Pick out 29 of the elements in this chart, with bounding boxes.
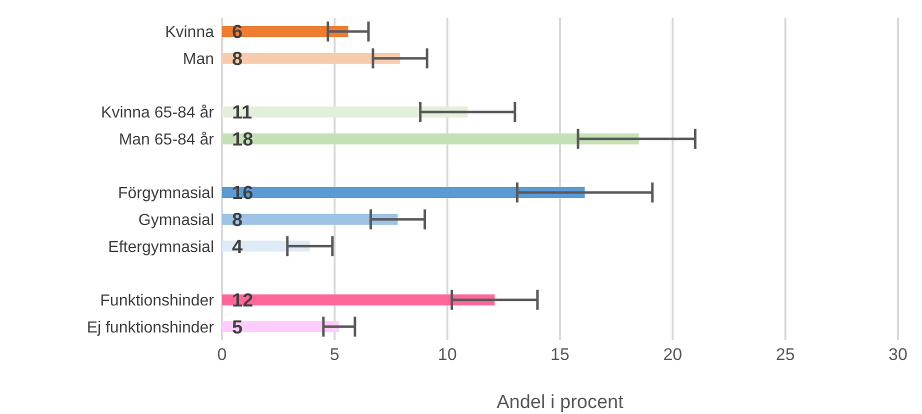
y-tick-label: Förgymnasial (118, 185, 214, 202)
x-tick-label: 20 (663, 345, 682, 364)
x-tick-label: 5 (330, 345, 340, 364)
data-label: 8 (232, 49, 243, 70)
x-tick-label: 10 (438, 345, 457, 364)
bar (222, 214, 398, 225)
y-tick-label: Eftergymnasial (108, 238, 214, 256)
y-tick-label: Man (182, 50, 214, 68)
bar (222, 133, 639, 144)
bar (222, 187, 585, 198)
y-tick-label: Kvinna (165, 24, 214, 42)
bar (222, 321, 340, 332)
x-tick-label: 15 (550, 345, 570, 364)
bar (222, 106, 468, 118)
data-label: 11 (232, 102, 253, 124)
y-tick-label: Funktionshinder (100, 292, 215, 310)
y-tick-label: Man 65-84 år (118, 131, 215, 148)
x-tick-label: 0 (217, 345, 227, 364)
bar (222, 294, 495, 306)
data-label: 18 (232, 130, 254, 151)
y-tick-label: Gymnasial (138, 212, 214, 229)
x-tick-label: 30 (888, 345, 908, 364)
y-tick-label: Ej funktionshinder (86, 319, 215, 336)
bar (222, 52, 400, 64)
x-axis-title: Andel i procent (496, 392, 624, 413)
x-tick-label: 25 (776, 345, 795, 364)
data-label: 4 (232, 236, 243, 258)
data-label: 5 (232, 317, 243, 338)
y-tick-label: Kvinna 65-84 år (101, 104, 215, 122)
